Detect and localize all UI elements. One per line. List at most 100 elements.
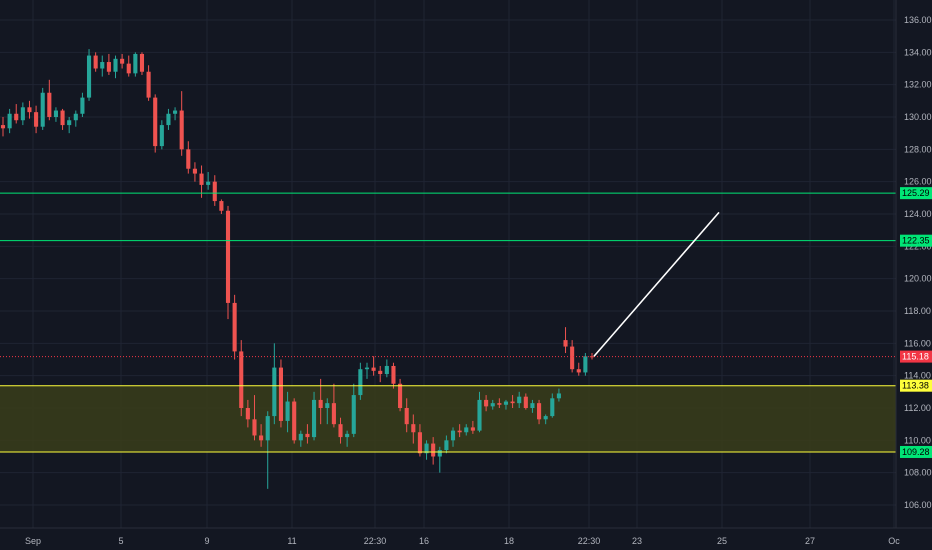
candle[interactable] bbox=[80, 92, 85, 117]
candle[interactable] bbox=[530, 399, 535, 413]
candle[interactable] bbox=[14, 104, 19, 124]
candle[interactable] bbox=[325, 398, 330, 425]
candle[interactable] bbox=[225, 205, 231, 320]
price-tick-label[interactable]: 124.00 bbox=[904, 209, 932, 219]
candle[interactable] bbox=[510, 395, 515, 408]
price-tick-label[interactable]: 134.00 bbox=[904, 47, 932, 57]
time-tick-label[interactable]: 25 bbox=[717, 536, 727, 546]
price-tick-label[interactable]: 110.00 bbox=[904, 435, 931, 445]
candle[interactable] bbox=[470, 420, 475, 434]
candle[interactable] bbox=[40, 87, 45, 130]
candle[interactable] bbox=[120, 53, 125, 69]
candle[interactable] bbox=[517, 391, 522, 408]
candle[interactable] bbox=[311, 391, 317, 441]
candle[interactable] bbox=[503, 399, 509, 410]
price-tick-label[interactable]: 132.00 bbox=[904, 80, 932, 90]
candle[interactable] bbox=[146, 65, 151, 101]
time-tick-label[interactable]: 9 bbox=[204, 536, 209, 546]
candle[interactable] bbox=[34, 105, 39, 134]
candle[interactable] bbox=[497, 398, 502, 408]
time-tick-label[interactable]: 27 bbox=[805, 536, 815, 546]
price-tick-label[interactable]: 118.00 bbox=[904, 306, 931, 316]
candle[interactable] bbox=[378, 365, 383, 383]
candle[interactable] bbox=[292, 398, 297, 444]
candle[interactable] bbox=[576, 362, 581, 376]
candle[interactable] bbox=[245, 399, 250, 428]
price-tick-label[interactable]: 126.00 bbox=[904, 177, 932, 187]
time-tick-label[interactable]: 22:30 bbox=[578, 536, 601, 546]
candle[interactable] bbox=[173, 107, 178, 121]
candle[interactable] bbox=[106, 53, 111, 75]
candle[interactable] bbox=[345, 430, 350, 447]
candle[interactable] bbox=[100, 55, 105, 77]
price-axis[interactable]: 106.00 108.00 110.00 112.00 114.00 116.00 118.… bbox=[904, 15, 932, 510]
time-tick-label[interactable]: 5 bbox=[118, 536, 123, 546]
candle[interactable] bbox=[272, 343, 277, 425]
candle[interactable] bbox=[444, 435, 449, 454]
candle[interactable] bbox=[450, 427, 456, 447]
candle[interactable] bbox=[523, 393, 528, 410]
price-tick-label[interactable]: 130.00 bbox=[904, 112, 932, 122]
candle[interactable] bbox=[239, 340, 244, 417]
candle[interactable] bbox=[556, 388, 561, 402]
candle[interactable] bbox=[186, 141, 191, 174]
candle[interactable] bbox=[166, 108, 171, 130]
candle[interactable] bbox=[133, 52, 138, 77]
candle[interactable] bbox=[259, 424, 264, 447]
price-tick-label[interactable]: 114.00 bbox=[904, 371, 931, 381]
candle[interactable] bbox=[424, 440, 429, 460]
candle[interactable] bbox=[139, 52, 145, 75]
price-tick-label[interactable]: 112.00 bbox=[904, 403, 931, 413]
candle[interactable] bbox=[47, 79, 52, 121]
candle[interactable] bbox=[285, 391, 290, 433]
time-tick-label[interactable]: 23 bbox=[632, 536, 642, 546]
candle[interactable] bbox=[484, 395, 489, 412]
candle[interactable] bbox=[563, 327, 568, 354]
candle[interactable] bbox=[60, 108, 65, 130]
candle[interactable] bbox=[212, 175, 217, 206]
price-level-lines[interactable] bbox=[0, 192, 896, 453]
candle[interactable] bbox=[331, 383, 336, 428]
candle[interactable] bbox=[113, 55, 118, 79]
candle[interactable] bbox=[206, 171, 211, 190]
candle[interactable] bbox=[411, 414, 416, 444]
candle[interactable] bbox=[278, 359, 284, 428]
candle[interactable] bbox=[219, 199, 224, 214]
candle[interactable] bbox=[86, 49, 92, 101]
candle[interactable] bbox=[464, 424, 469, 436]
price-tick-label[interactable]: 108.00 bbox=[904, 468, 932, 478]
candle[interactable] bbox=[570, 340, 575, 373]
time-tick-label[interactable]: Sep bbox=[25, 536, 41, 546]
candle[interactable] bbox=[73, 110, 78, 127]
projection-arrow[interactable] bbox=[593, 211, 720, 357]
candle[interactable] bbox=[490, 399, 495, 410]
candle[interactable] bbox=[364, 362, 370, 379]
candle[interactable] bbox=[477, 391, 482, 433]
candle[interactable] bbox=[431, 437, 436, 465]
candle[interactable] bbox=[53, 107, 58, 122]
candle[interactable] bbox=[192, 162, 197, 182]
projection-line[interactable] bbox=[593, 211, 720, 357]
candle[interactable] bbox=[457, 424, 462, 438]
candle[interactable] bbox=[338, 417, 343, 444]
candle[interactable] bbox=[298, 430, 303, 447]
candle[interactable] bbox=[398, 378, 403, 412]
time-tick-label[interactable]: 16 bbox=[419, 536, 429, 546]
time-axis[interactable]: Sep 5 9 11 22:30 16 18 22:30 23 25 27 Oc bbox=[25, 536, 900, 546]
price-tick-label[interactable]: 106.00 bbox=[904, 500, 932, 510]
candle[interactable] bbox=[179, 91, 184, 156]
candle[interactable] bbox=[371, 356, 376, 376]
candle[interactable] bbox=[550, 393, 555, 418]
candle[interactable] bbox=[232, 294, 237, 360]
candle[interactable] bbox=[126, 55, 131, 77]
price-tick-label[interactable]: 128.00 bbox=[904, 144, 932, 154]
candle[interactable] bbox=[358, 362, 363, 400]
candle[interactable] bbox=[93, 52, 98, 72]
price-tick-label[interactable]: 136.00 bbox=[904, 15, 932, 25]
candle[interactable] bbox=[153, 94, 158, 153]
candle[interactable] bbox=[20, 102, 25, 126]
candle[interactable] bbox=[305, 424, 310, 444]
candle[interactable] bbox=[27, 100, 32, 119]
time-tick-label[interactable]: 22:30 bbox=[364, 536, 387, 546]
price-tick-label[interactable]: 120.00 bbox=[904, 274, 932, 284]
